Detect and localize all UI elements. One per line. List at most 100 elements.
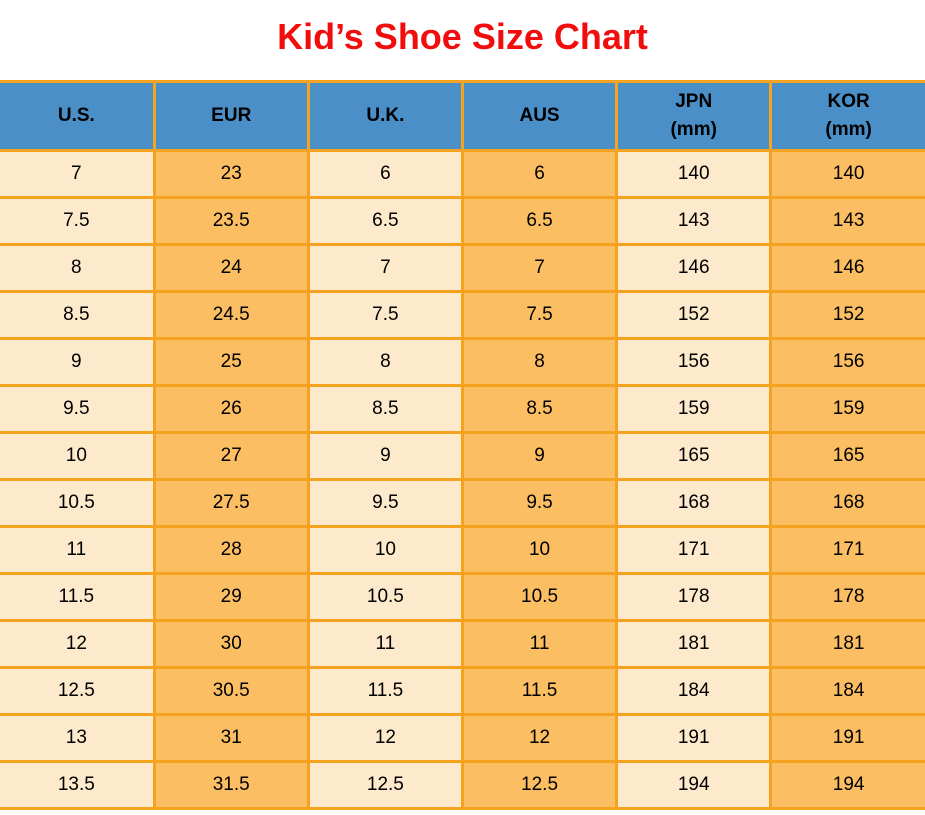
table-cell: 23: [152, 149, 310, 199]
column-header-jpn: JPN (mm): [615, 80, 773, 152]
table-cell: 11: [306, 619, 464, 669]
table-cell: 9.5: [460, 478, 619, 528]
table-cell: 184: [615, 666, 773, 716]
table-cell: 12.5: [306, 760, 464, 810]
column-header-aus: AUS: [460, 80, 619, 152]
table-row: 12.5 30.5 11.5 11.5 184 184: [0, 666, 925, 716]
table-cell: 191: [615, 713, 773, 763]
table-cell: 27: [152, 431, 310, 481]
table-cell: 143: [615, 196, 773, 246]
table-cell: 13: [0, 713, 156, 763]
table-cell: 10: [306, 525, 464, 575]
table-cell: 7: [0, 149, 156, 199]
table-cell: 11: [460, 619, 619, 669]
table-header-row: U.S. EUR U.K. AUS JPN (mm): [0, 80, 925, 152]
table-cell: 11: [0, 525, 156, 575]
table-cell: 6: [460, 149, 619, 199]
table-row: 13.5 31.5 12.5 12.5 194 194: [0, 760, 925, 810]
column-header-label: EUR: [211, 105, 252, 127]
table-cell: 140: [615, 149, 773, 199]
table-row: 8 24 7 7 146 146: [0, 243, 925, 293]
table-cell: 27.5: [152, 478, 310, 528]
column-header-label: JPN: [675, 91, 713, 113]
table-row: 7 23 6 6 140 140: [0, 149, 925, 199]
table-cell: 8: [460, 337, 619, 387]
table-cell: 7.5: [306, 290, 464, 340]
table-body: 7 23 6 6 140 140 7.5 23.5 6.5 6.5 143 143 8 24 7 7 146 14…: [0, 149, 925, 810]
table-row: 8.5 24.5 7.5 7.5 152 152: [0, 290, 925, 340]
table-cell: 8.5: [460, 384, 619, 434]
table-cell: 31.5: [152, 760, 310, 810]
table-cell: 6: [306, 149, 464, 199]
table-cell: 7.5: [460, 290, 619, 340]
column-header-uk: U.K.: [306, 80, 464, 152]
table-cell: 9: [0, 337, 156, 387]
table-row: 10.5 27.5 9.5 9.5 168 168: [0, 478, 925, 528]
table-cell: 146: [769, 243, 925, 293]
column-header-label: AUS: [519, 105, 560, 127]
table-row: 9 25 8 8 156 156: [0, 337, 925, 387]
column-header-sub: (mm): [670, 119, 717, 140]
table-cell: 159: [769, 384, 925, 434]
table-cell: 7: [460, 243, 619, 293]
table-row: 13 31 12 12 191 191: [0, 713, 925, 763]
table-cell: 168: [769, 478, 925, 528]
page-title: Kid’s Shoe Size Chart: [277, 16, 648, 57]
table-cell: 9.5: [306, 478, 464, 528]
table-cell: 8.5: [306, 384, 464, 434]
table-cell: 11.5: [306, 666, 464, 716]
table-cell: 24.5: [152, 290, 310, 340]
table-cell: 156: [769, 337, 925, 387]
table-cell: 11.5: [0, 572, 156, 622]
table-cell: 31: [152, 713, 310, 763]
table-cell: 24: [152, 243, 310, 293]
table-cell: 9.5: [0, 384, 156, 434]
column-header-label: U.S.: [57, 105, 95, 127]
table-cell: 146: [615, 243, 773, 293]
table-row: 10 27 9 9 165 165: [0, 431, 925, 481]
table-cell: 168: [615, 478, 773, 528]
table-cell: 152: [615, 290, 773, 340]
table-cell: 28: [152, 525, 310, 575]
shoe-size-table: U.S. EUR U.K. AUS JPN (mm): [0, 80, 925, 810]
table-cell: 140: [769, 149, 925, 199]
table-cell: 171: [769, 525, 925, 575]
table-row: 9.5 26 8.5 8.5 159 159: [0, 384, 925, 434]
table-cell: 10.5: [0, 478, 156, 528]
table-cell: 11.5: [460, 666, 619, 716]
column-header-us: U.S.: [0, 80, 156, 152]
table-cell: 8: [306, 337, 464, 387]
table-cell: 181: [615, 619, 773, 669]
table-cell: 156: [615, 337, 773, 387]
table-cell: 171: [615, 525, 773, 575]
table-cell: 143: [769, 196, 925, 246]
table-cell: 12: [0, 619, 156, 669]
table-cell: 7.5: [0, 196, 156, 246]
table-cell: 10.5: [460, 572, 619, 622]
table-row: 7.5 23.5 6.5 6.5 143 143: [0, 196, 925, 246]
table-cell: 10: [460, 525, 619, 575]
table-cell: 6.5: [460, 196, 619, 246]
column-header-kor: KOR (mm): [769, 80, 925, 152]
table-cell: 10.5: [306, 572, 464, 622]
table-cell: 194: [615, 760, 773, 810]
table-cell: 178: [769, 572, 925, 622]
column-header-sub: (mm): [825, 119, 872, 140]
table-cell: 26: [152, 384, 310, 434]
table-row: 11.5 29 10.5 10.5 178 178: [0, 572, 925, 622]
table-cell: 12: [460, 713, 619, 763]
table-cell: 12.5: [460, 760, 619, 810]
table-cell: 9: [460, 431, 619, 481]
table-cell: 13.5: [0, 760, 156, 810]
table-cell: 25: [152, 337, 310, 387]
table-cell: 6.5: [306, 196, 464, 246]
table-cell: 7: [306, 243, 464, 293]
table-cell: 30: [152, 619, 310, 669]
table-cell: 12: [306, 713, 464, 763]
table-cell: 181: [769, 619, 925, 669]
table-cell: 184: [769, 666, 925, 716]
table-row: 12 30 11 11 181 181: [0, 619, 925, 669]
table-cell: 159: [615, 384, 773, 434]
table-cell: 165: [615, 431, 773, 481]
